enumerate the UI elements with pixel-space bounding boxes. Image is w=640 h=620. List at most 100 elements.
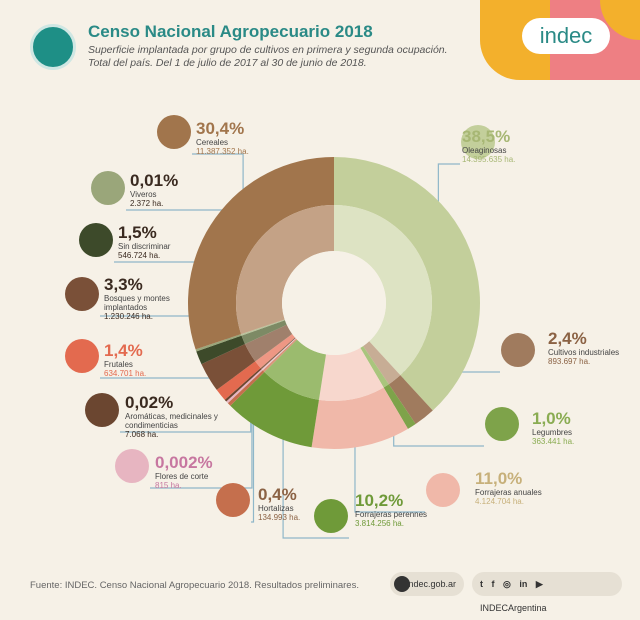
slice-inner-0 <box>334 205 433 376</box>
slice-5 <box>227 370 265 406</box>
slice-pct-0: 38,5% <box>462 127 511 146</box>
slice-inner-1 <box>363 341 401 385</box>
slice-inner-9 <box>245 324 293 362</box>
slice-name-0: Oleaginosas <box>462 146 507 155</box>
crop-icon-1 <box>501 333 535 367</box>
crop-icon-7 <box>85 393 119 427</box>
slice-ha-5: 134.993 ha. <box>258 513 301 522</box>
slice-label-2: 1,0% Legumbres 363.441 ha. <box>532 409 622 447</box>
slice-name-5: Hortalizas <box>258 504 294 513</box>
web-icon <box>394 576 410 592</box>
slice-inner-12 <box>235 205 334 335</box>
slice-pct-6: 0,002% <box>155 453 213 472</box>
slice-inner-11 <box>241 319 285 336</box>
linkedin-icon[interactable]: in <box>519 579 528 589</box>
slice-label-3: 11,0% Forrajeras anuales 4.124.704 ha. <box>475 469 565 507</box>
slices <box>187 157 480 449</box>
slice-label-11: 0,01% Viveros 2.372 ha. <box>130 171 220 209</box>
slice-0 <box>334 157 480 411</box>
source-note: Fuente: INDEC. Censo Nacional Agropecuar… <box>30 580 359 591</box>
slice-ha-8: 634.701 ha. <box>104 369 147 378</box>
slice-name-1: Cultivos industriales <box>548 348 620 357</box>
crop-icon-10 <box>79 223 113 257</box>
slice-ha-1: 893.697 ha. <box>548 357 591 366</box>
slice-ha-2: 363.441 ha. <box>532 437 575 446</box>
donut-hole <box>282 251 386 355</box>
slice-ha-10: 546.724 ha. <box>118 251 161 260</box>
slice-ha-12: 11.387.352 ha. <box>196 147 249 156</box>
slice-name-3: Forrajeras anuales <box>475 488 542 497</box>
slice-name-10: Sin discriminar <box>118 242 171 251</box>
slice-inner-4 <box>264 339 327 400</box>
slice-name-8: Frutales <box>104 360 133 369</box>
slice-name-2: Legumbres <box>532 428 573 437</box>
slice-pct-3: 11,0% <box>475 469 523 488</box>
crop-icon-8 <box>65 339 99 373</box>
slice-pct-12: 30,4% <box>196 119 245 138</box>
slice-pct-2: 1,0% <box>532 409 571 428</box>
social-links[interactable]: t f ◎ in ▶ INDECArgentina <box>472 572 622 613</box>
slice-inner-3 <box>318 347 384 401</box>
crop-icon-12 <box>157 115 191 149</box>
leader-line-5 <box>251 380 255 523</box>
slice-name-7: Aromáticas, medicinales y condimenticias <box>125 412 218 430</box>
leader-line-4 <box>282 402 349 539</box>
slice-label-6: 0,002% Flores de corte 815 ha. <box>155 453 245 491</box>
slice-1 <box>388 375 433 425</box>
slice-inner-10 <box>241 320 287 345</box>
slice-label-9: 3,3% Bosques y montes implantados 1.230.24… <box>104 275 194 322</box>
slice-8 <box>216 361 261 400</box>
slice-7 <box>224 367 262 402</box>
slice-ha-3: 4.124.704 ha. <box>475 497 524 506</box>
slice-name-6: Flores de corte <box>155 472 209 481</box>
slice-inner-5 <box>262 338 298 373</box>
slice-ha-9: 1.230.246 ha. <box>104 312 153 321</box>
facebook-icon[interactable]: f <box>491 579 495 589</box>
slice-12 <box>187 157 334 350</box>
crop-icon-6 <box>115 449 149 483</box>
slice-pct-1: 2,4% <box>548 329 587 348</box>
crop-icon-11 <box>91 171 125 205</box>
slice-ha-6: 815 ha. <box>155 481 182 490</box>
crop-icon-0 <box>461 125 495 159</box>
page-subtitle: Superficie implantada por grupo de culti… <box>88 44 448 69</box>
slice-pct-8: 1,4% <box>104 341 143 360</box>
slice-ha-11: 2.372 ha. <box>130 199 164 208</box>
slice-6 <box>226 369 263 404</box>
slice-name-12: Cereales <box>196 138 229 147</box>
slice-inner-8 <box>255 333 296 368</box>
instagram-icon[interactable]: ◎ <box>503 579 511 589</box>
slice-label-8: 1,4% Frutales 634.701 ha. <box>104 341 194 379</box>
youtube-icon[interactable]: ▶ <box>535 579 543 589</box>
page-title: Censo Nacional Agropecuario 2018 <box>88 22 373 41</box>
slice-pct-7: 0,02% <box>125 393 174 412</box>
slice-11 <box>195 334 242 352</box>
slice-label-7: 0,02% Aromáticas, medicinales y condiment… <box>125 393 245 440</box>
slice-label-12: 30,4% Cereales 11.387.352 ha. <box>196 119 286 157</box>
slice-4 <box>230 372 319 448</box>
indec-brand-logo: indec <box>522 18 610 54</box>
twitter-icon[interactable]: t <box>480 579 483 589</box>
crop-icon-9 <box>65 277 99 311</box>
crop-icon-3 <box>426 473 460 507</box>
slice-2 <box>383 384 416 429</box>
slice-ha-7: 7.068 ha. <box>125 430 159 439</box>
slice-pct-11: 0,01% <box>130 171 179 190</box>
crop-icon-4 <box>314 499 348 533</box>
slice-label-0: 38,5% Oleaginosas 14.395.635 ha. <box>462 127 552 165</box>
slice-inner-7 <box>260 337 296 370</box>
slice-name-4: Forrajeras perennes <box>355 510 428 519</box>
slice-pct-5: 0,4% <box>258 485 297 504</box>
slice-pct-10: 1,5% <box>118 223 157 242</box>
crop-icon-5 <box>216 483 250 517</box>
slice-inner-2 <box>360 346 389 388</box>
slice-10 <box>196 335 246 365</box>
crop-icon-2 <box>485 407 519 441</box>
slice-3 <box>311 387 408 449</box>
slice-pct-4: 10,2% <box>355 491 404 510</box>
social-handle: INDECArgentina <box>480 603 547 613</box>
slice-label-10: 1,5% Sin discriminar 546.724 ha. <box>118 223 208 261</box>
slice-inner-6 <box>261 338 297 371</box>
slice-pct-9: 3,3% <box>104 275 143 294</box>
